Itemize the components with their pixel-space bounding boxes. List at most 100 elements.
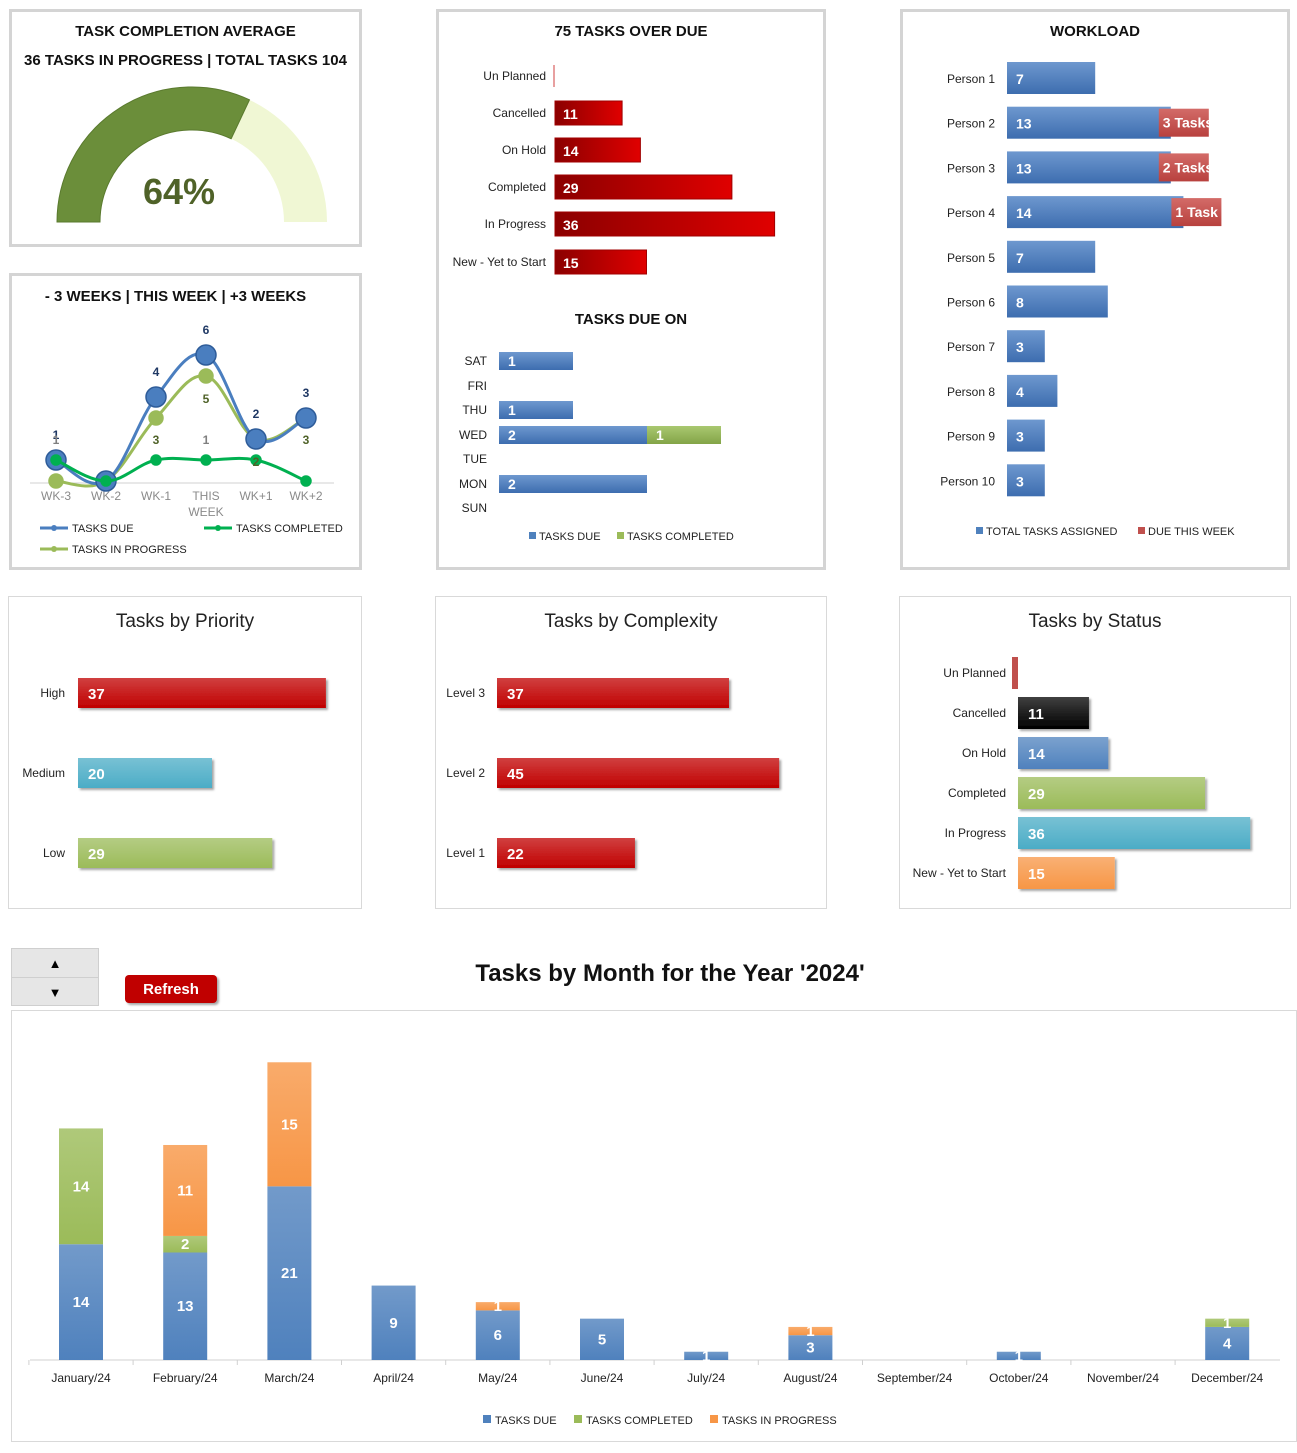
workload-value-person-10: 3 <box>1016 473 1024 489</box>
due-on-bar-mon-due <box>499 475 647 493</box>
priority-value-medium: 20 <box>88 766 105 783</box>
due-on-label-mon: MON <box>459 477 487 491</box>
weeks-x-tick-wk+2: WK+2 <box>289 489 322 503</box>
weeks-x-tick-wk-1: WK-1 <box>141 489 171 503</box>
monthly-x-label: April/24 <box>373 1371 414 1385</box>
refresh-button[interactable]: Refresh <box>125 975 217 1003</box>
status-value-cancelled: 11 <box>1028 706 1044 723</box>
status-panel: Tasks by Status Un Planned Cancelled 11 On … <box>899 596 1291 909</box>
workload-bar-person-8 <box>1007 374 1058 407</box>
complexity-panel: Tasks by Complexity Level 3 37 Level 2 45 Le… <box>435 596 827 909</box>
tasks-due-point <box>245 428 267 450</box>
status-bar-on-hold <box>1018 737 1109 769</box>
priority-value-low: 29 <box>88 846 105 863</box>
priority-title: Tasks by Priority <box>115 611 255 632</box>
monthly-bar-tasks-completed <box>1205 1318 1250 1327</box>
monthly-stacked-bar-chart: January/241414February/2413211March/2421… <box>28 1062 1280 1427</box>
weeks-label-this-week-completed: 1 <box>203 433 210 447</box>
tasks-in-progress-line <box>55 374 307 488</box>
monthly-value-tasks-due: 21 <box>281 1265 298 1282</box>
tasks-due-point <box>195 344 217 366</box>
monthly-value-tasks-due: 4 <box>1223 1335 1232 1352</box>
due-on-legend-label-tasks-completed: TASKS COMPLETED <box>627 531 734 543</box>
weeks-x-tick-wk-2: WK-2 <box>91 489 121 503</box>
workload-bar-person-2 <box>1007 106 1171 139</box>
workload-due-label-person-3: 2 Tasks <box>1163 159 1214 175</box>
priority-bar-medium <box>78 758 212 788</box>
due-on-bar-wed-due <box>499 426 647 444</box>
workload-value-person-6: 8 <box>1016 295 1024 311</box>
status-label-new-yet-to-start: New - Yet to Start <box>913 866 1007 880</box>
due-on-legend-swatch-tasks-completed <box>617 532 624 539</box>
monthly-bar-tasks-in-progress <box>475 1302 520 1311</box>
monthly-value-tasks-due: 6 <box>494 1327 502 1344</box>
month-spinner[interactable]: ▲ ▼ <box>11 948 99 1006</box>
completion-title: TASK COMPLETION AVERAGE <box>75 23 296 40</box>
due-on-value-wed-due: 2 <box>508 427 516 443</box>
monthly-legend-swatch-tasks-in-progress <box>710 1415 718 1423</box>
complexity-value-level-1: 22 <box>507 846 524 863</box>
status-value-on-hold: 14 <box>1028 746 1045 763</box>
weeks-x-tick-week: WEEK <box>188 505 223 519</box>
status-value-in-progress: 36 <box>1028 826 1045 843</box>
workload-value-person-7: 3 <box>1016 339 1024 355</box>
tasks-completed-point <box>200 454 212 466</box>
due-on-value-wed-completed: 1 <box>656 427 664 443</box>
spin-down-button[interactable]: ▼ <box>12 978 98 1006</box>
status-title: Tasks by Status <box>1028 611 1162 632</box>
overdue-bar-completed <box>554 174 733 200</box>
overdue-title: 75 TASKS OVER DUE <box>554 23 708 40</box>
tasks-in-progress-point <box>148 410 164 426</box>
workload-bar-person-6 <box>1007 285 1108 318</box>
monthly-legend-label-tasks-in-progress: TASKS IN PROGRESS <box>722 1415 837 1427</box>
workload-label-person-7: Person 7 <box>947 340 995 354</box>
spin-up-button[interactable]: ▲ <box>12 949 98 977</box>
priority-bar-high <box>78 678 326 708</box>
monthly-value-tasks-due: 1 <box>1015 1348 1023 1365</box>
tasks-due-point <box>295 407 317 429</box>
monthly-bar-tasks-due <box>1205 1326 1250 1360</box>
monthly-bar-tasks-due <box>684 1351 729 1360</box>
monthly-panel: January/24 14 14 February/24 13 2 11 March/24 21… <box>11 1010 1297 1442</box>
tasks-completed-point <box>300 475 312 487</box>
due-on-legend-swatch-tasks-due <box>529 532 536 539</box>
weeks-label-wk+2-due: 3 <box>303 386 310 400</box>
tasks-completed-point <box>100 475 112 487</box>
completion-gauge: 64% <box>56 86 327 223</box>
monthly-bar-tasks-completed <box>163 1235 208 1253</box>
due-on-legend-label-tasks-due: TASKS DUE <box>539 531 601 543</box>
workload-bar-chart: Person 1 7 Person 2 13 3 Tasks Person 3 13 2 Ta… <box>940 62 1235 538</box>
complexity-value-level-3: 37 <box>507 686 524 703</box>
status-label-in-progress: In Progress <box>945 826 1006 840</box>
complexity-title: Tasks by Complexity <box>544 611 718 632</box>
tasks-due-point <box>145 386 167 408</box>
monthly-x-label: July/24 <box>687 1371 725 1385</box>
workload-value-person-9: 3 <box>1016 429 1024 445</box>
complexity-value-level-2: 45 <box>507 766 524 783</box>
monthly-legend-label-tasks-completed: TASKS COMPLETED <box>586 1415 693 1427</box>
overdue-bar-on-hold <box>554 137 641 163</box>
weeks-x-tick-wk+1: WK+1 <box>239 489 272 503</box>
due-on-bar-wed-completed <box>647 426 721 444</box>
status-bar-chart: Un Planned Cancelled 11 On Hold 14 Completed 2… <box>913 657 1251 889</box>
workload-due-label-person-2: 3 Tasks <box>1163 115 1214 131</box>
weeks-label-wk+2-in-progress: 3 <box>303 433 310 447</box>
monthly-bar-tasks-in-progress <box>163 1144 208 1236</box>
workload-value-person-2: 13 <box>1016 116 1032 132</box>
weeks-label-this-week-due: 6 <box>203 323 210 337</box>
tasks-in-progress-legend-label: TASKS IN PROGRESS <box>72 544 187 556</box>
overdue-bar-un-planned <box>553 65 555 87</box>
tasks-completed-point <box>250 454 262 466</box>
monthly-value-tasks-completed: 2 <box>181 1236 189 1253</box>
workload-value-person-5: 7 <box>1016 250 1024 266</box>
workload-bar-person-5 <box>1007 240 1096 273</box>
due-on-label-thu: THU <box>462 403 487 417</box>
workload-legend-swatch-total-tasks-assigned <box>976 527 983 534</box>
status-label-completed: Completed <box>948 786 1006 800</box>
due-on-value-thu-due: 1 <box>508 402 516 418</box>
monthly-bar-tasks-due <box>996 1351 1041 1360</box>
priority-label-low: Low <box>43 846 65 860</box>
weeks-label-wk+1-in-progress: 2 <box>253 455 260 469</box>
